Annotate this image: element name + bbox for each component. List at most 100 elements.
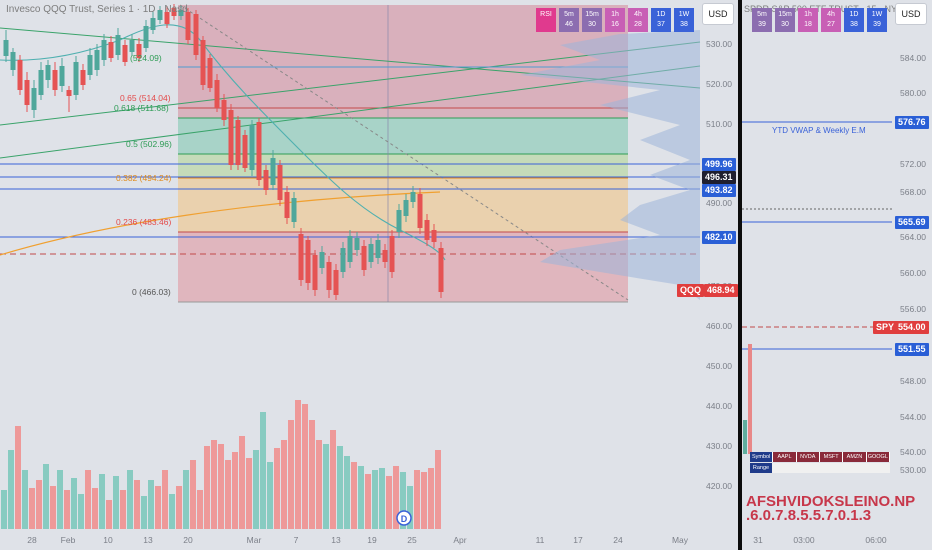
fib-label-0: 0 (466.03) — [132, 287, 171, 297]
y-tick-label: 490.00 — [706, 198, 732, 208]
volume-bar — [85, 470, 91, 529]
candle-body — [340, 248, 346, 272]
candle-body — [354, 238, 360, 250]
volume-bar — [183, 470, 189, 529]
volume-bar — [316, 440, 322, 529]
currency-button[interactable]: USD — [895, 3, 927, 25]
table-header: Symbol AAPL NVDA MSFT AMZN GOOGL — [750, 452, 890, 462]
timeframe-label: 4h — [634, 11, 642, 18]
timeframe-box[interactable]: 4h 28 — [628, 8, 648, 32]
timeframe-box[interactable]: 15m 30 — [775, 8, 795, 32]
timeframe-box[interactable]: 5m 46 — [559, 8, 579, 32]
timeframe-box[interactable]: 15m 30 — [582, 8, 602, 32]
volume-bar — [36, 480, 42, 529]
candle-body — [424, 220, 430, 240]
volume-bar — [71, 478, 77, 529]
candle-body — [284, 192, 290, 218]
candle-body — [193, 14, 199, 55]
symbol-tag: QQQ — [677, 284, 705, 297]
candle-body — [375, 240, 381, 258]
x-tick-label: Apr — [453, 535, 466, 545]
y-tick-label: 564.00 — [900, 232, 926, 242]
candle-body — [235, 120, 241, 165]
candle-body — [10, 52, 16, 70]
candle-body — [312, 255, 318, 290]
timeframe-box[interactable]: 1h 18 — [798, 8, 818, 32]
candle-body — [361, 246, 367, 270]
volume-bar — [337, 446, 343, 529]
y-axis-ticks: 530.00520.00510.00500.00490.00470.00460.… — [706, 39, 732, 491]
y-tick-label: 510.00 — [706, 119, 732, 129]
timeframe-box[interactable]: 5m 39 — [752, 8, 772, 32]
fib-label-524: (524.09) — [130, 53, 162, 63]
candle-body — [115, 35, 121, 55]
timeframe-box[interactable]: 1W 39 — [867, 8, 887, 32]
volume-bar — [351, 462, 357, 529]
timeframe-label: 1D — [656, 11, 666, 18]
table-header-cell: AAPL — [773, 452, 797, 462]
candle-body — [270, 158, 276, 185]
table-header-cell: MSFT — [819, 452, 844, 462]
price-tag-482: 482.10 — [702, 231, 736, 244]
price-tag-last: 468.94 — [704, 284, 738, 297]
x-tick-label: 10 — [103, 535, 113, 545]
timeframe-value: 18 — [804, 21, 812, 28]
timeframe-value: 38 — [850, 21, 858, 28]
volume-bar — [372, 470, 378, 529]
price-tag-576: 576.76 — [895, 116, 929, 129]
volume-bar — [288, 420, 294, 529]
timeframe-box[interactable]: 1W 38 — [674, 8, 694, 32]
timeframe-value: 30 — [588, 21, 596, 28]
volume-bar — [239, 436, 245, 529]
event-marker-icon[interactable] — [396, 510, 412, 526]
timeframe-box[interactable]: RSI — [536, 8, 556, 32]
pane-divider[interactable] — [738, 0, 742, 550]
timeframe-label: 1h — [804, 11, 812, 18]
timeframe-label: 1h — [611, 11, 619, 18]
timeframe-box[interactable]: 1D 38 — [844, 8, 864, 32]
price-tag-493: 493.82 — [702, 184, 736, 197]
candle-body — [136, 44, 142, 58]
timeframe-label: RSI — [540, 11, 552, 18]
volume-bar — [281, 440, 287, 529]
volume-bar — [204, 446, 210, 529]
y-tick-label: 544.00 — [900, 412, 926, 422]
currency-button[interactable]: USD — [702, 3, 734, 25]
price-tag-551: 551.55 — [895, 343, 929, 356]
y-tick-label: 530.00 — [706, 39, 732, 49]
volume-bar — [8, 450, 14, 529]
candle-body — [38, 70, 44, 95]
fib-zone-065 — [178, 108, 628, 118]
timeframe-label: 4h — [827, 11, 835, 18]
table-header-cell: AMZN — [843, 452, 867, 462]
table-header-cell: NVDA — [796, 452, 820, 462]
table-header-cell: GOOGL — [866, 452, 890, 462]
price-tag-499: 499.96 — [702, 158, 736, 171]
y-tick-label: 560.00 — [900, 268, 926, 278]
candle-body — [396, 210, 402, 232]
candle-body — [333, 270, 339, 295]
spy-chart-canvas[interactable]: YTD VWAP & Weekly E.M 584.00 580.00 572.00… — [742, 0, 932, 550]
timeframe-value: 28 — [634, 21, 642, 28]
table-header-cell: Symbol — [750, 452, 774, 462]
x-tick-label: 03:00 — [793, 535, 815, 545]
y-tick-label: 548.00 — [900, 376, 926, 386]
spy-chart-pane[interactable]: YTD VWAP & Weekly E.M 584.00 580.00 572.00… — [742, 0, 932, 550]
candle-body — [291, 198, 297, 222]
candle-body — [382, 250, 388, 262]
candle-body — [3, 40, 9, 56]
qqq-chart-canvas[interactable]: 0.65 (514.04) 0.618 (511.68) 0.5 (502.96… — [0, 0, 738, 550]
y-tick-label: 440.00 — [706, 401, 732, 411]
timeframe-label: 5m — [564, 11, 574, 18]
trend-line[interactable] — [0, 41, 701, 126]
table-row: Range — [750, 463, 890, 473]
timeframe-label: 1D — [849, 11, 859, 18]
candle-body — [45, 65, 51, 80]
volume-bar — [134, 480, 140, 529]
timeframe-box[interactable]: 1h 16 — [605, 8, 625, 32]
timeframe-value: 39 — [873, 21, 881, 28]
qqq-chart-pane[interactable]: 0.65 (514.04) 0.618 (511.68) 0.5 (502.96… — [0, 0, 738, 550]
volume-bar — [428, 468, 434, 529]
timeframe-box[interactable]: 1D 37 — [651, 8, 671, 32]
timeframe-box[interactable]: 4h 27 — [821, 8, 841, 32]
